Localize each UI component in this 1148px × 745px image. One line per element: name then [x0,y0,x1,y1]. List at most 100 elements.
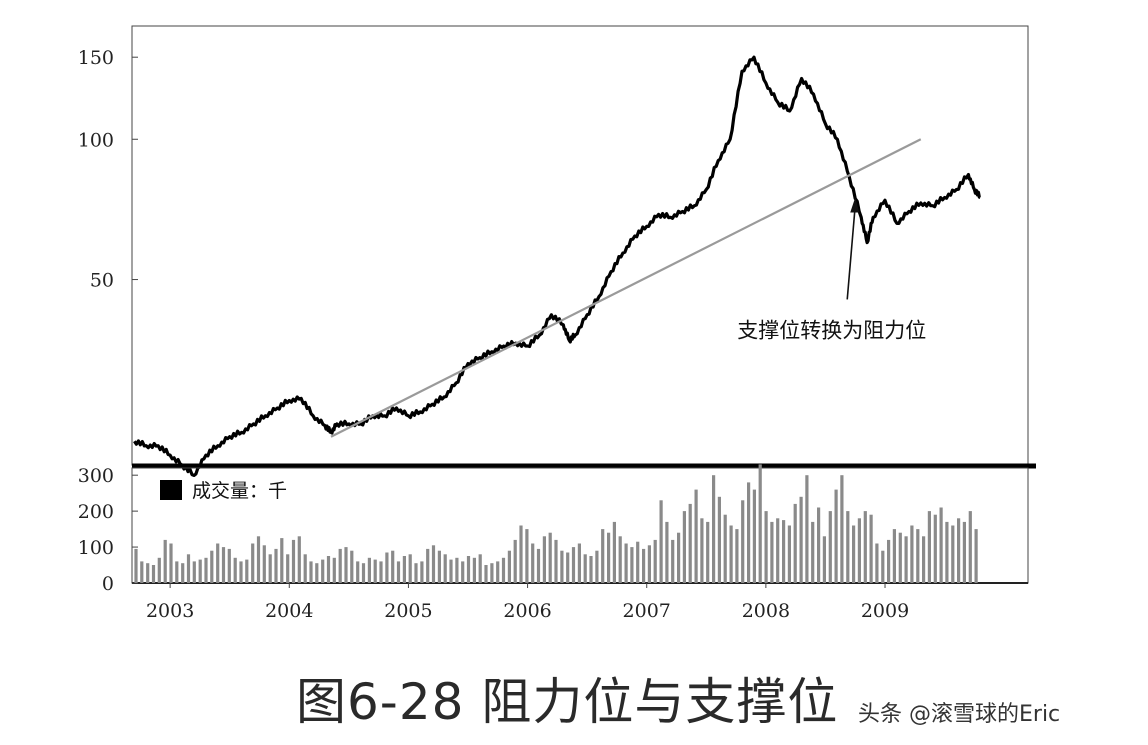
volume-bar [840,475,844,583]
volume-bar [140,561,144,583]
volume-bar [612,521,616,583]
volume-bar [910,525,914,583]
volume-bar [367,557,371,583]
volume-bar [665,521,669,583]
volume-bar [723,514,727,583]
volume-bar [408,554,412,584]
volume-bar [455,557,459,583]
volume-bar [525,529,529,583]
volume-bar [951,525,955,583]
volume-bar [834,489,838,583]
volume-bar [548,532,552,583]
volume-bar [356,561,360,583]
volume-bar [385,552,389,583]
volume-bar [857,518,861,583]
annotation-arrowhead [850,197,860,213]
volume-bar [636,541,640,583]
volume-bar [286,554,290,584]
x-tick-label: 2004 [265,600,313,622]
volume-bar [186,554,191,584]
annotation-group: 支撑位转换为阻力位 [737,197,926,342]
volume-bar [192,561,196,583]
volume-bar [571,547,576,583]
volume-bar [642,548,646,583]
volume-bar [618,536,622,583]
volume-bar [607,532,611,583]
volume-bar [577,543,581,583]
volume-bar [303,554,307,584]
volume-bar [216,543,220,583]
volume-bar [157,557,161,583]
volume-bar [204,557,208,583]
volume-bar [811,521,815,583]
volume-bar [735,529,739,583]
volume-bar [531,543,535,583]
volume-bar [268,554,272,584]
volume-bar [916,529,920,583]
volume-bar [776,518,780,583]
volume-bar [875,543,879,583]
volume-bar [793,503,797,583]
volume-bar [717,496,721,584]
volume-bar [420,561,424,583]
volume-bar [898,532,902,583]
volume-bar [134,548,138,583]
volume-bar [624,543,628,583]
volume-bar [181,563,185,583]
volume-bar [758,464,762,583]
volume-bar [752,489,756,583]
volume-bar [677,532,681,583]
volume-bar [210,550,214,583]
volume-bar [542,536,546,583]
volume-bar [326,556,331,583]
volume-bar [933,514,937,583]
volume-bar [974,529,978,583]
volume-bar [151,565,156,583]
volume-bar [297,536,301,583]
volume-bars [134,464,978,584]
annotation-label: 支撑位转换为阻力位 [737,318,926,342]
volume-bar [402,556,406,583]
volume-bar [747,482,751,583]
volume-bar [513,539,517,583]
volume-bar [233,557,237,583]
price-tick-label: 150 [78,47,114,69]
volume-bar [221,547,226,583]
price-series-line [133,55,981,477]
volume-bar [373,559,377,583]
volume-bar [630,547,634,583]
x-axis-ticks: 2003 2004 2005 2006 2007 2008 2009 [146,583,909,622]
watermark: 头条 @滚雪球的Eric [858,702,1061,727]
volume-bar [659,500,663,583]
volume-bar [822,536,826,583]
volume-bar [846,511,850,583]
volume-bar [169,543,173,583]
volume-bar [892,529,896,583]
volume-bar [484,565,488,583]
price-panel-frame [131,25,1029,466]
volume-bar [490,563,494,583]
volume-bar [496,561,500,583]
volume-bar [443,554,447,584]
volume-bar [700,518,704,583]
volume-bar [957,518,961,583]
volume-bar [414,563,418,583]
volume-tick-label: 100 [78,537,114,559]
volume-bar [501,557,506,583]
volume-bar [227,548,231,583]
price-tick-label: 50 [90,270,114,292]
volume-bar [344,547,348,583]
volume-bar [688,503,692,583]
volume-bar [927,511,931,583]
x-tick-label: 2009 [861,600,909,622]
price-axis-ticks: 50 100 150 [78,47,138,292]
volume-bar [729,525,733,583]
volume-bar [787,525,791,583]
volume-bar [507,550,511,583]
volume-bar [671,539,675,583]
volume-bar [741,500,745,583]
volume-bar [922,536,926,583]
volume-bar [869,514,873,583]
volume-bar [280,538,284,583]
